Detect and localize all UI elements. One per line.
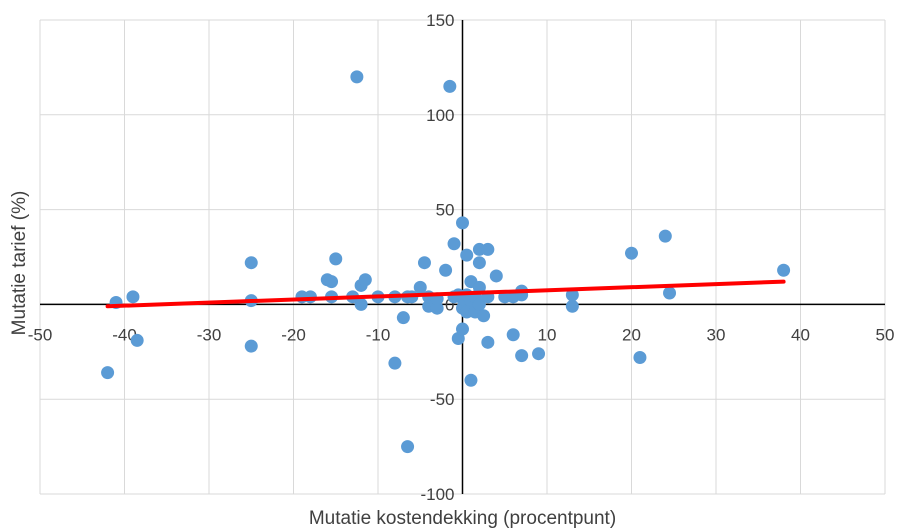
data-point xyxy=(532,347,545,360)
data-point xyxy=(401,440,414,453)
data-point xyxy=(473,256,486,269)
y-tick-label: -50 xyxy=(430,390,455,409)
data-point xyxy=(633,351,646,364)
data-point xyxy=(388,357,401,370)
data-point xyxy=(131,334,144,347)
y-tick-label: 50 xyxy=(436,201,455,220)
data-point xyxy=(663,287,676,300)
x-tick-label: 50 xyxy=(876,325,895,344)
data-point xyxy=(456,323,469,336)
data-point xyxy=(777,264,790,277)
data-point xyxy=(329,252,342,265)
y-tick-label: 150 xyxy=(426,11,454,30)
data-point xyxy=(418,256,431,269)
x-tick-label: -50 xyxy=(28,325,53,344)
data-point xyxy=(355,298,368,311)
x-tick-label: 30 xyxy=(707,325,726,344)
data-point xyxy=(101,366,114,379)
x-axis-title: Mutatie kostendekking (procentpunt) xyxy=(309,508,616,529)
data-point xyxy=(350,70,363,83)
x-tick-label: 40 xyxy=(791,325,810,344)
data-point xyxy=(507,328,520,341)
data-point xyxy=(566,300,579,313)
data-point xyxy=(245,340,258,353)
data-point xyxy=(477,309,490,322)
y-tick-label: 100 xyxy=(426,106,454,125)
data-point xyxy=(464,374,477,387)
x-tick-label: -10 xyxy=(366,325,391,344)
data-point xyxy=(456,216,469,229)
data-point xyxy=(490,269,503,282)
data-point xyxy=(448,237,461,250)
y-tick-label: -100 xyxy=(420,485,454,504)
x-tick-label: 10 xyxy=(538,325,557,344)
data-point xyxy=(659,230,672,243)
data-point xyxy=(460,249,473,262)
y-axis-title: Mutatie tarief (%) xyxy=(9,191,30,336)
data-point xyxy=(625,247,638,260)
data-point xyxy=(481,243,494,256)
data-point xyxy=(359,273,372,286)
x-tick-label: 20 xyxy=(622,325,641,344)
data-point xyxy=(515,349,528,362)
data-point xyxy=(325,275,338,288)
x-tick-label: -30 xyxy=(197,325,222,344)
data-point xyxy=(443,80,456,93)
data-point xyxy=(397,311,410,324)
data-point xyxy=(439,264,452,277)
data-point xyxy=(481,336,494,349)
x-tick-label: -20 xyxy=(281,325,306,344)
data-point xyxy=(126,290,139,303)
data-point xyxy=(245,256,258,269)
